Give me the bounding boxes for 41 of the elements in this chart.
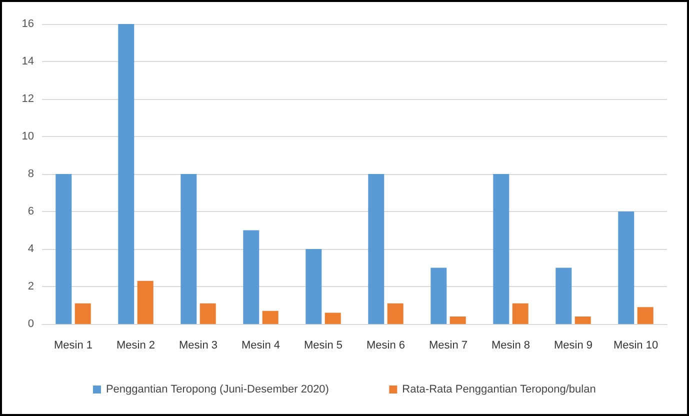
y-tick-label: 8 (28, 168, 34, 180)
bar (200, 303, 216, 324)
x-tick-label: Mesin 2 (116, 340, 156, 352)
x-tick-label: Mesin 4 (241, 340, 280, 352)
bar (137, 280, 154, 324)
x-tick-label: Mesin 10 (613, 340, 658, 352)
y-tick-label: 4 (28, 243, 34, 255)
bar (306, 249, 322, 324)
x-tick-label: Mesin 6 (366, 340, 406, 352)
y-tick-label: 16 (22, 18, 34, 30)
bar (493, 174, 510, 324)
bar (262, 310, 278, 324)
bar (637, 307, 654, 324)
bar (556, 268, 572, 324)
x-tick-label: Mesin 7 (428, 340, 468, 352)
bar (618, 212, 634, 324)
bar (180, 174, 197, 324)
bar (74, 303, 91, 324)
x-tick-label: Mesin 3 (178, 340, 218, 352)
bar (574, 316, 591, 324)
y-tick-label: 10 (22, 130, 34, 142)
x-tick-label: Mesin 1 (54, 340, 93, 352)
legend-label: Rata-Rata Penggantian Teropong/bulan (402, 384, 596, 396)
legend-label: Penggantian Teropong (Juni-Desember 2020) (106, 384, 329, 396)
x-tick-label: Mesin 5 (304, 340, 343, 352)
y-tick-label: 6 (28, 206, 34, 218)
y-tick-label: 0 (28, 318, 34, 330)
x-tick-label: Mesin 9 (554, 340, 593, 352)
x-tick-label: Mesin 8 (491, 340, 530, 352)
bar (430, 268, 447, 324)
bar (368, 174, 384, 324)
bar (387, 303, 404, 324)
y-tick-label: 14 (22, 56, 34, 68)
bar (450, 316, 466, 324)
bar (56, 174, 72, 324)
bar (243, 230, 260, 324)
y-tick-label: 12 (22, 93, 34, 105)
bar (512, 303, 528, 324)
y-tick-label: 2 (28, 280, 34, 292)
bar (324, 312, 341, 324)
bar (118, 24, 134, 324)
